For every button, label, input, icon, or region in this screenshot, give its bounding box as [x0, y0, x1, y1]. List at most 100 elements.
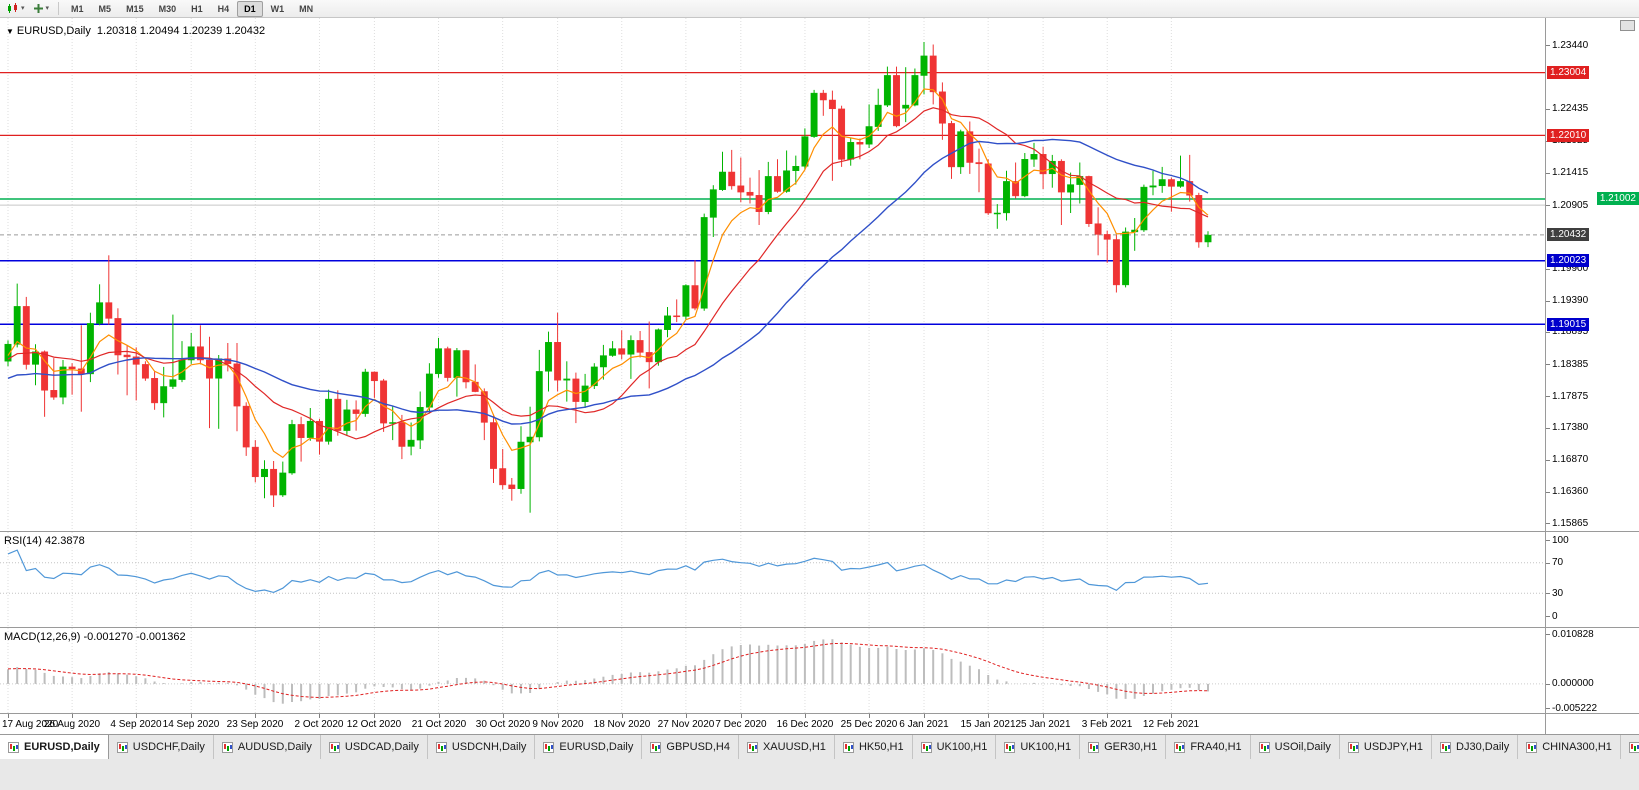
timeframe-H4[interactable]: H4: [217, 3, 230, 14]
support-line-1-price-label: 1.20023: [1547, 254, 1590, 267]
tab-label: USDJPY,H1: [1363, 741, 1424, 753]
tab-chart-icon: [8, 741, 19, 753]
tab-dj30-daily-15[interactable]: DJ30,Daily: [1432, 735, 1519, 759]
main-chart-panel[interactable]: 1.234401.224351.219251.214151.209051.199…: [0, 18, 1639, 531]
timeframe-M1[interactable]: M1: [71, 3, 84, 14]
rsi-label: RSI(14) 42.3878: [4, 535, 85, 547]
price-tick-mark: [1546, 428, 1550, 429]
chart-title: ▼ EURUSD,Daily 1.20318 1.20494 1.20239 1.2…: [6, 25, 265, 37]
time-axis-corner: [1545, 714, 1639, 734]
date-label: 17 Aug 2020: [2, 719, 59, 730]
rsi-tick-label: 70: [1552, 557, 1564, 568]
tab-chart-icon: [746, 741, 758, 753]
timeframe-M30[interactable]: M30: [158, 3, 177, 14]
tab-usoil-h1-17[interactable]: USOil,H1: [1620, 735, 1639, 759]
tab-audusd-daily-2[interactable]: AUDUSD,Daily: [213, 735, 321, 759]
price-tick-label: 1.19900: [1552, 263, 1589, 274]
rsi-tick-label: 0: [1552, 611, 1558, 622]
date-label: 4 Sep 2020: [110, 719, 162, 730]
macd-tick-label: 0.010828: [1552, 629, 1594, 640]
timeframe-M5[interactable]: M5: [98, 3, 112, 14]
tab-usdcad-daily-3[interactable]: USDCAD,Daily: [320, 735, 428, 759]
timeframe-D1[interactable]: D1: [237, 0, 263, 17]
tab-xauusd-h1-7[interactable]: XAUUSD,H1: [738, 735, 835, 759]
macd-canvas[interactable]: [0, 628, 1545, 713]
tab-label: USDCAD,Daily: [344, 741, 419, 753]
price-tick-label: 1.18385: [1552, 359, 1589, 370]
timeframe-bar: M1 M5 M15 M30 H1 H4 D1 W1 MN: [64, 0, 321, 17]
price-tick-mark: [1546, 492, 1550, 493]
tab-usdcnh-daily-4[interactable]: USDCNH,Daily: [427, 735, 536, 759]
rsi-axis: 100 70 30 0: [1545, 532, 1639, 627]
tab-chart-icon: [1088, 741, 1100, 753]
chart-type-icon[interactable]: ▾: [3, 1, 29, 16]
tab-chart-icon: [328, 741, 340, 753]
rsi-tick-mark: [1546, 593, 1550, 594]
macd-panel[interactable]: 0.010828 0.000000 -0.005222 MACD(12,26,9) …: [0, 627, 1639, 714]
rsi-panel[interactable]: 100 70 30 0 RSI(14) 42.3878: [0, 531, 1639, 627]
toolbar-separator: [58, 2, 60, 15]
axis-corner-button[interactable]: [1620, 20, 1635, 31]
timeframe-MN[interactable]: MN: [299, 3, 314, 14]
price-tick-label: 1.19390: [1552, 295, 1589, 306]
date-label: 16 Dec 2020: [776, 719, 834, 730]
price-tick-label: 1.18895: [1552, 326, 1589, 337]
tab-chart-icon: [221, 741, 233, 753]
price-tick-mark: [1546, 364, 1550, 365]
price-chart-canvas[interactable]: [0, 18, 1545, 531]
price-tick-mark: [1546, 173, 1550, 174]
date-label: 3 Feb 2021: [1081, 719, 1133, 730]
indicators-icon[interactable]: ▾: [29, 1, 54, 16]
tab-chart-icon: [1526, 741, 1538, 753]
tab-label: HK50,H1: [858, 741, 904, 753]
price-tick-label: 1.16360: [1552, 486, 1589, 497]
tab-eurusd-daily-0[interactable]: EURUSD,Daily: [0, 735, 109, 759]
timeframe-H1[interactable]: H1: [191, 3, 203, 14]
tab-china300-h1-16[interactable]: CHINA300,H1: [1518, 735, 1621, 759]
date-tick-mark: [558, 714, 559, 718]
date-tick-mark: [255, 714, 256, 718]
timeframe-W1[interactable]: W1: [270, 3, 285, 14]
tab-usoil-daily-13[interactable]: USOil,Daily: [1250, 735, 1340, 759]
date-tick-mark: [136, 714, 137, 718]
timeframe-M15[interactable]: M15: [126, 3, 144, 14]
date-tick-mark: [988, 714, 989, 718]
tab-gbpusd-h4-6[interactable]: GBPUSD,H4: [642, 735, 739, 759]
date-label: 14 Sep 2020: [162, 719, 220, 730]
date-label: 15 Jan 2021: [960, 719, 1016, 730]
tab-usdchf-daily-1[interactable]: USDCHF,Daily: [108, 735, 214, 759]
tab-chart-icon: [1174, 741, 1186, 753]
current-price-line-price-label: 1.20432: [1547, 228, 1590, 241]
macd-tick-label: 0.000000: [1552, 678, 1594, 689]
price-tick-mark: [1546, 523, 1550, 524]
tab-usdjpy-h1-14[interactable]: USDJPY,H1: [1339, 735, 1433, 759]
date-label: 27 Nov 2020: [657, 719, 715, 730]
tab-eurusd-daily-5[interactable]: EURUSD,Daily: [535, 735, 643, 759]
date-tick-mark: [869, 714, 870, 718]
tab-ger30-h1-11[interactable]: GER30,H1: [1080, 735, 1167, 759]
rsi-canvas[interactable]: [0, 532, 1545, 627]
tab-chart-icon: [1628, 741, 1639, 753]
rsi-tick-mark: [1546, 563, 1550, 564]
date-label: 23 Sep 2020: [226, 719, 284, 730]
price-tick-label: 1.23440: [1552, 40, 1589, 51]
tab-chart-icon: [435, 741, 447, 753]
chevron-down-icon: ▾: [45, 5, 50, 12]
price-tick-label: 1.16870: [1552, 454, 1589, 465]
date-label: 6 Jan 2021: [899, 719, 949, 730]
price-tick-mark: [1546, 396, 1550, 397]
resistance-line-1-price-label: 1.23004: [1547, 66, 1590, 79]
rsi-tick-label: 30: [1552, 588, 1564, 599]
tab-uk100-h1-10[interactable]: UK100,H1: [996, 735, 1081, 759]
time-axis[interactable]: 17 Aug 2020 26 Aug 2020 4 Sep 2020 14 Sep 2…: [0, 713, 1639, 734]
price-tick-mark: [1546, 109, 1550, 110]
tab-hk50-h1-8[interactable]: HK50,H1: [834, 735, 913, 759]
date-tick-mark: [1171, 714, 1172, 718]
tab-uk100-h1-9[interactable]: UK100,H1: [912, 735, 997, 759]
price-axis[interactable]: 1.234401.224351.219251.214151.209051.199…: [1545, 18, 1639, 531]
tab-label: UK100,H1: [1020, 741, 1072, 753]
tab-fra40-h1-12[interactable]: FRA40,H1: [1166, 735, 1251, 759]
date-label: 25 Jan 2021: [1015, 719, 1071, 730]
date-tick-mark: [439, 714, 440, 718]
date-label: 7 Dec 2020: [715, 719, 767, 730]
